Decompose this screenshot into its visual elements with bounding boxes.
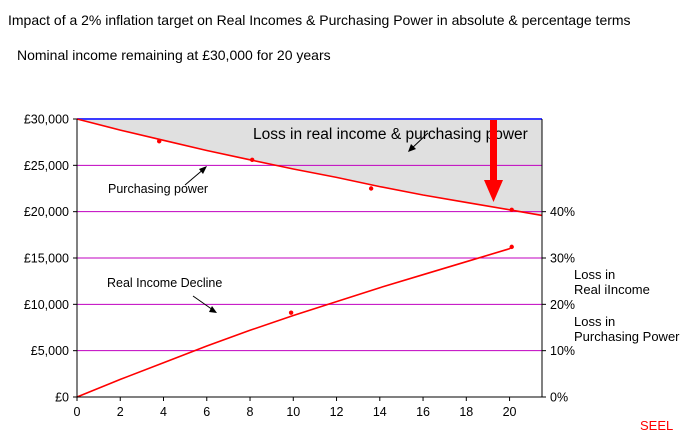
marker-real-income-0 (288, 310, 294, 315)
chart-title: Impact of a 2% inflation target on Real … (8, 12, 631, 28)
y-tick-label-4: £20,000 (24, 205, 69, 219)
y-tick-label-0: £0 (55, 391, 69, 405)
x-tick-label-10: 20 (503, 405, 517, 419)
y2-tick-label-1: 10% (550, 344, 575, 358)
pointer-arrow-loss (408, 132, 429, 152)
series-line-real-income-decline (76, 246, 513, 398)
marker-purchasing-power-0 (156, 139, 162, 144)
x-tick-label-9: 18 (459, 405, 473, 419)
y2-tick-label-4: 40% (550, 205, 575, 219)
tick-labels: £0 £5,000 £10,000 £15,000 £20,000 £25,000 £30,… (24, 113, 575, 420)
right-label-purchasing-power: Loss in Purchasing Power (574, 314, 680, 344)
x-tick-label-0: 0 (74, 405, 81, 419)
pointer-arrow-real-income (192, 295, 217, 313)
loss-area (77, 119, 542, 216)
x-tick-label-5: 10 (286, 405, 300, 419)
y2-tick-label-2: 20% (550, 298, 575, 312)
marker-purchasing-power-3 (509, 207, 514, 213)
x-tick-label-8: 16 (416, 405, 430, 419)
y-tick-label-2: £10,000 (24, 298, 69, 312)
marker-purchasing-power-2 (368, 186, 374, 191)
credit-label: SEEL (640, 418, 674, 433)
pointer-arrow-purchasing-power (184, 166, 207, 186)
y-tick-label-3: £15,000 (24, 252, 69, 266)
chart-subtitle: Nominal income remaining at £30,000 for … (17, 47, 331, 63)
series-line-purchasing-power (76, 118, 543, 217)
series-layer (76, 118, 543, 398)
y2-tick-label-0: 0% (550, 391, 568, 405)
right-label-real-income: Loss in Real iIncome (574, 267, 650, 297)
x-tick-label-2: 4 (160, 405, 167, 419)
x-tick-label-3: 6 (203, 405, 210, 419)
annotation-real-income: Real Income Decline (107, 276, 222, 290)
marker-purchasing-power-1 (249, 157, 255, 162)
x-tick-label-6: 12 (330, 405, 344, 419)
x-tick-label-4: 8 (247, 405, 254, 419)
y2-tick-label-3: 30% (550, 252, 575, 266)
loss-indicator-arrow (484, 120, 503, 202)
y-tick-label-1: £5,000 (31, 344, 69, 358)
y-tick-label-6: £30,000 (24, 113, 69, 127)
x-tick-label-7: 14 (373, 405, 387, 419)
marker-real-income-1 (509, 244, 514, 250)
x-tick-label-1: 2 (117, 405, 124, 419)
annotation-loss: Loss in real income & purchasing power (253, 126, 528, 143)
y-tick-label-5: £25,000 (24, 159, 69, 173)
annotation-purchasing-power: Purchasing power (108, 182, 208, 196)
